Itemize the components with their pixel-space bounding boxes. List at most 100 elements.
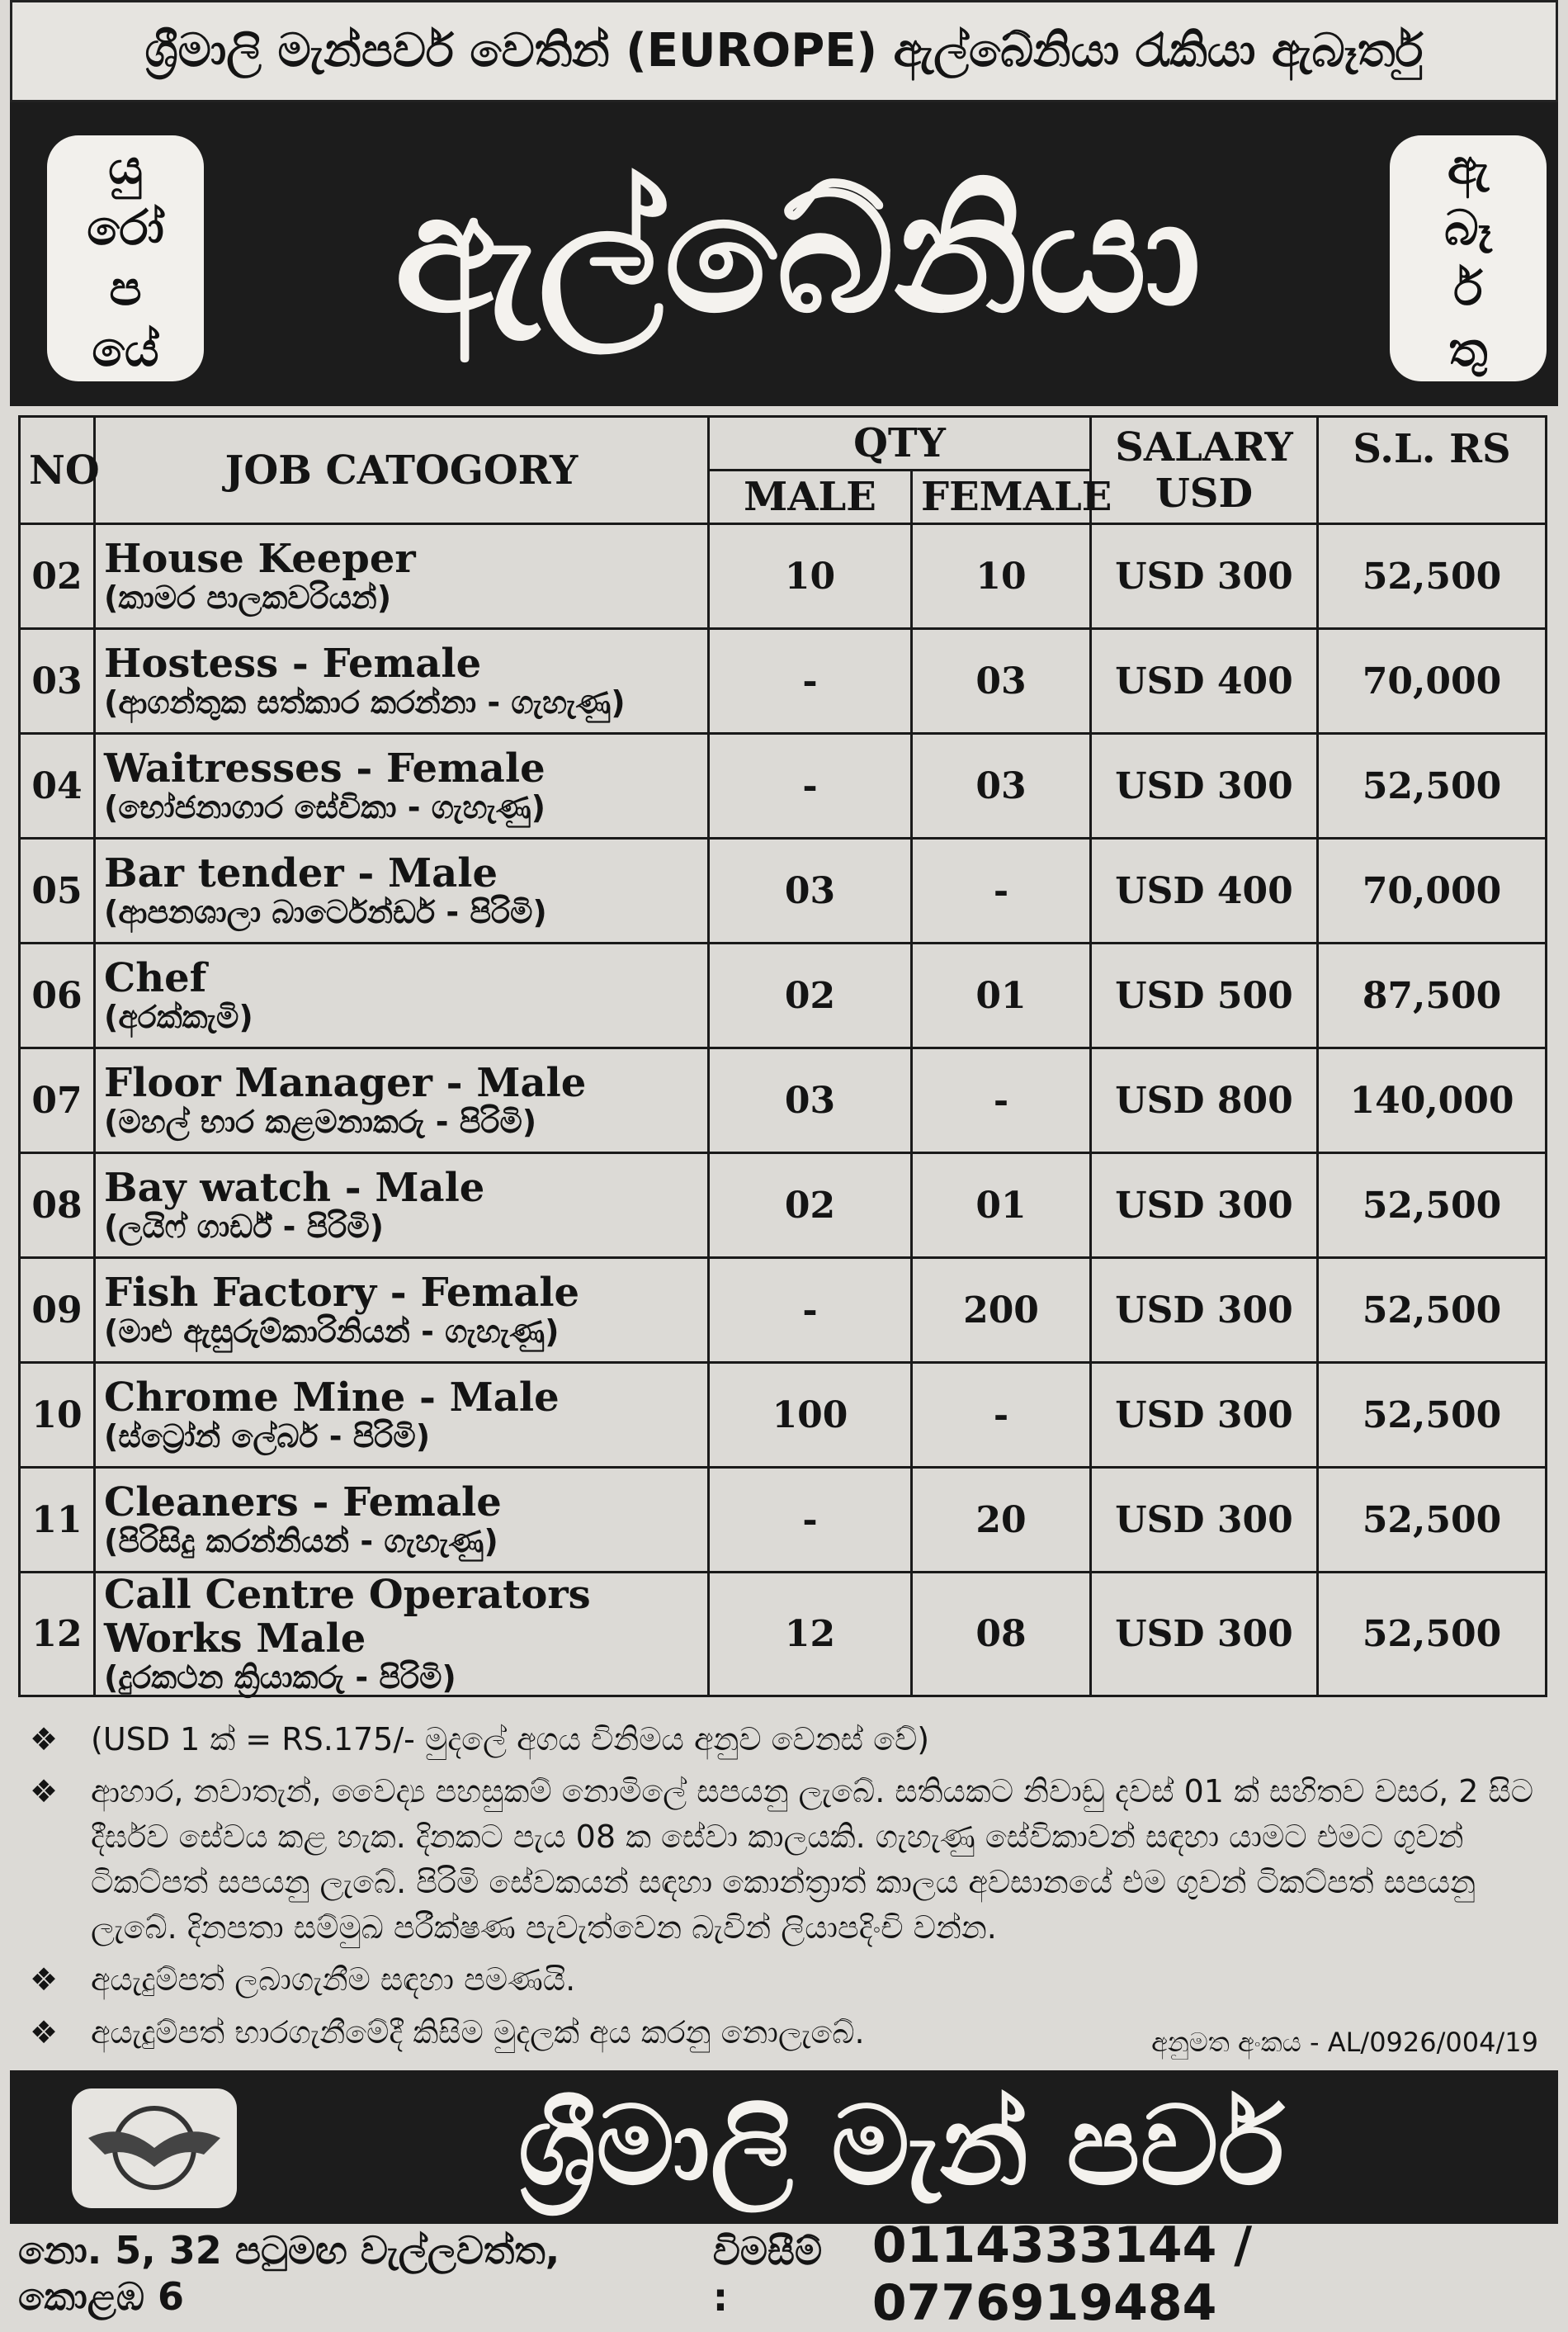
table-row: 10 Chrome Mine - Male (ස්ට්‍රෝන් ලේබර් - ප…	[18, 1361, 1548, 1469]
footer-band: ශ්‍රීමාලි මැන් පවර්	[10, 2070, 1558, 2224]
inquiry-label: විමසීම් :	[712, 2229, 823, 2320]
row-salary: USD 400	[1089, 837, 1320, 944]
notes: (USD 1 ක් = RS.175/- මුදලේ අගය විනිමය අන…	[25, 1717, 1543, 2062]
note: අයැදුම්පත් භාරගැනීමේදී කිසිම මුදලක් අය ක…	[25, 2010, 1543, 2055]
row-job: Call Centre Operators Works Male (දුරකථන …	[93, 1570, 710, 1698]
banner-right-letter: බෑ	[1444, 199, 1492, 256]
row-no: 05	[18, 837, 96, 944]
row-male: 02	[707, 1152, 913, 1259]
row-job: Bar tender - Male (ආපනශාලා බාර්ටෙන්ඩර් - …	[93, 837, 710, 944]
row-job: Chef (අරක්කැමි)	[93, 942, 710, 1049]
table-row: 07 Floor Manager - Male (මහල් භාර කළමනාකරු…	[18, 1047, 1548, 1154]
header-salary-line: SALARY	[1115, 423, 1293, 471]
row-job: Fish Factory - Female (මාළු ඇසුරුම්කාරිනි…	[93, 1256, 710, 1364]
job-title-sinhala: (භෝජනාගාර සේවිකා - ගැහැණු)	[104, 788, 546, 825]
row-salary: USD 300	[1089, 1256, 1320, 1364]
row-salary: USD 500	[1089, 942, 1320, 1049]
table-row: 06 Chef (අරක්කැමි) 02 01 USD 500 87,500	[18, 942, 1548, 1049]
row-female: 08	[909, 1570, 1093, 1698]
row-sl: 52,500	[1316, 732, 1548, 840]
row-no: 07	[18, 1047, 96, 1154]
row-male: 03	[707, 1047, 913, 1154]
row-female: 03	[909, 627, 1093, 735]
row-male: 100	[707, 1361, 913, 1469]
job-title-sinhala: (පිරිසිදු කරන්නියන් - ගැහැණු)	[104, 1522, 498, 1559]
job-title: Bay watch - Male	[104, 1164, 485, 1211]
job-title: Waitresses - Female	[104, 745, 545, 792]
row-salary: USD 300	[1089, 1361, 1320, 1469]
header-salary-line: USD	[1155, 470, 1254, 517]
row-salary: USD 300	[1089, 1466, 1320, 1573]
note: අයැදුම්පත් ලබාගැනීම සඳහා පමණයි.	[25, 1957, 1543, 2003]
row-job: Waitresses - Female (භෝජනාගාර සේවිකා - ගැ…	[93, 732, 710, 840]
row-sl: 52,500	[1316, 1256, 1548, 1364]
job-title-sinhala: (ආපනශාලා බාර්ටෙන්ඩර් - පිරිමි)	[104, 893, 547, 930]
job-title: Cleaners - Female	[104, 1478, 502, 1525]
banner-left-letter: ප	[109, 260, 142, 317]
header-qty: QTY	[706, 415, 1093, 471]
row-female: 200	[909, 1256, 1093, 1364]
address: නො. 5, 32 පටුමඟ වැල්ලවත්ත, කොළඹ 6	[18, 2228, 560, 2319]
row-salary: USD 300	[1089, 1152, 1320, 1259]
row-male: -	[707, 1466, 913, 1573]
row-female: 01	[909, 1152, 1093, 1259]
row-sl: 70,000	[1316, 627, 1548, 735]
row-sl: 52,500	[1316, 1466, 1548, 1573]
note: ආහාර, නවාතැන්, වෛද්‍ය පහසුකම් නොමිලේ සපය…	[25, 1769, 1543, 1951]
row-sl: 52,500	[1316, 1361, 1548, 1469]
row-male: 10	[707, 523, 913, 630]
row-male: 02	[707, 942, 913, 1049]
row-sl: 70,000	[1316, 837, 1548, 944]
note: (USD 1 ක් = RS.175/- මුදලේ අගය විනිමය අන…	[25, 1717, 1543, 1762]
table-row: 12 Call Centre Operators Works Male (දුරකථ…	[18, 1570, 1548, 1698]
banner-right-letter: ර්	[1453, 260, 1483, 317]
row-job: Chrome Mine - Male (ස්ට්‍රෝන් ලේබර් - පිර…	[93, 1361, 710, 1469]
company-name: ශ්‍රීමාලි මැන් පවර්	[517, 2083, 1285, 2210]
banner-title: ඇල්බේනියා	[394, 157, 1202, 350]
row-male: 03	[707, 837, 913, 944]
job-title-sinhala: (මහල් භාර කළමනාකරු - පිරිමි)	[104, 1103, 537, 1140]
banner-left-letter: රෝ	[87, 199, 164, 256]
row-male: -	[707, 732, 913, 840]
row-salary: USD 300	[1089, 1570, 1320, 1698]
table-row: 05 Bar tender - Male (ආපනශාලා බාර්ටෙන්ඩර් …	[18, 837, 1548, 944]
row-job: Bay watch - Male (ලයිෆ් ගාර්ඩ් - පිරිමි)	[93, 1152, 710, 1259]
row-salary: USD 300	[1089, 732, 1320, 840]
header-title: ශ්‍රීමාලි මැන්පවර් වෙතින් (EUROPE) ඇල්බේ…	[10, 0, 1558, 102]
header-salary: SALARY USD	[1089, 415, 1320, 525]
row-no: 08	[18, 1152, 96, 1259]
row-sl: 140,000	[1316, 1047, 1548, 1154]
row-no: 11	[18, 1466, 96, 1573]
row-male: 12	[707, 1570, 913, 1698]
banner-left-letter: යු	[108, 139, 143, 196]
job-title-sinhala: (ආගන්තුක සත්කාර කරන්නා - ගැහැණු)	[104, 684, 626, 721]
row-job: House Keeper (කාමර පාලකවරියන්)	[93, 523, 710, 630]
row-female: -	[909, 1047, 1093, 1154]
row-no: 02	[18, 523, 96, 630]
banner-right-box: ඇ බෑ ර් තු	[1390, 135, 1547, 381]
row-job: Cleaners - Female (පිරිසිදු කරන්නියන් - ග…	[93, 1466, 710, 1573]
row-female: 20	[909, 1466, 1093, 1573]
header-female: FEMALE	[909, 469, 1112, 525]
banner-left-letter: යේ	[92, 320, 159, 377]
job-title: House Keeper	[104, 535, 416, 582]
banner-right-letter: තු	[1448, 320, 1488, 377]
job-title-sinhala: (ස්ට්‍රෝන් ලේබර් - පිරිමි)	[104, 1417, 431, 1455]
table-row: 03 Hostess - Female (ආගන්තුක සත්කාර කරන්නා…	[18, 627, 1548, 735]
banner-right-letter: ඇ	[1447, 139, 1490, 196]
header-no: NO	[18, 415, 100, 525]
header-job: JOB CATOGORY	[93, 415, 710, 525]
row-female: -	[909, 1361, 1093, 1469]
job-title-sinhala: (අරක්කැමි)	[104, 998, 253, 1035]
row-female: 03	[909, 732, 1093, 840]
jobs-table: NO JOB CATOGORY QTY SALARY USD S.L. RS M…	[18, 415, 1548, 1698]
table-row: 08 Bay watch - Male (ලයිෆ් ගාර්ඩ් - පිරිමි…	[18, 1152, 1548, 1259]
row-no: 03	[18, 627, 96, 735]
row-sl: 52,500	[1316, 523, 1548, 630]
row-no: 09	[18, 1256, 96, 1364]
row-job: Floor Manager - Male (මහල් භාර කළමනාකරු -…	[93, 1047, 710, 1154]
row-sl: 87,500	[1316, 942, 1548, 1049]
job-title: Hostess - Female	[104, 640, 482, 687]
row-male: -	[707, 627, 913, 735]
row-male: -	[707, 1256, 913, 1364]
